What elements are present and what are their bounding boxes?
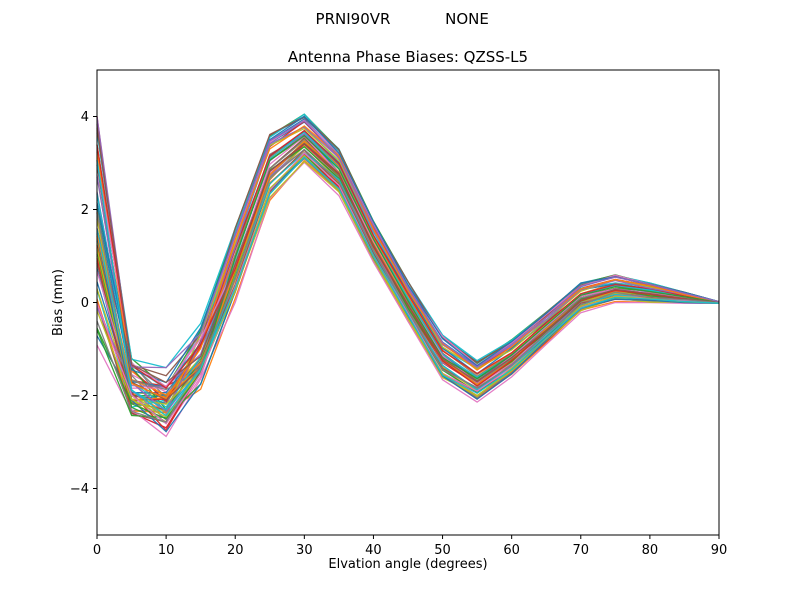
x-tick-label: 70 [573, 543, 590, 558]
series-line [96, 128, 720, 384]
series-line [96, 120, 720, 403]
y-tick-label: 2 [81, 203, 89, 218]
series-line [96, 148, 720, 423]
x-tick-label: 20 [227, 543, 244, 558]
x-tick-label: 50 [434, 543, 451, 558]
y-tick-label: 0 [81, 296, 89, 311]
series-line [96, 161, 720, 438]
y-tick-label: 4 [81, 110, 89, 125]
x-tick-label: 90 [711, 543, 728, 558]
chart-lines [96, 113, 720, 438]
x-tick-label: 0 [93, 543, 101, 558]
suptitle-left: PRNI90VR [316, 10, 391, 28]
x-tick-label: 30 [296, 543, 313, 558]
series-line [96, 113, 720, 369]
series-line [96, 116, 720, 387]
x-axis-label: Elvation angle (degrees) [328, 557, 487, 572]
y-tick-label: −2 [70, 389, 89, 404]
y-tick-label: −4 [70, 482, 89, 497]
series-line [96, 115, 720, 384]
x-tick-label: 60 [503, 543, 520, 558]
series-line [96, 125, 720, 400]
suptitle-right: NONE [445, 10, 489, 28]
chart-title: Antenna Phase Biases: QZSS-L5 [288, 48, 528, 66]
series-line [96, 116, 720, 369]
x-tick-label: 40 [365, 543, 382, 558]
y-axis-label: Bias (mm) [51, 269, 66, 336]
x-tick-label: 10 [158, 543, 175, 558]
x-tick-label: 80 [642, 543, 659, 558]
axis-ticks: 0 10 20 30 40 50 60 70 80 90 −4 −2 0 2 4 [70, 110, 727, 558]
series-line [96, 156, 720, 417]
